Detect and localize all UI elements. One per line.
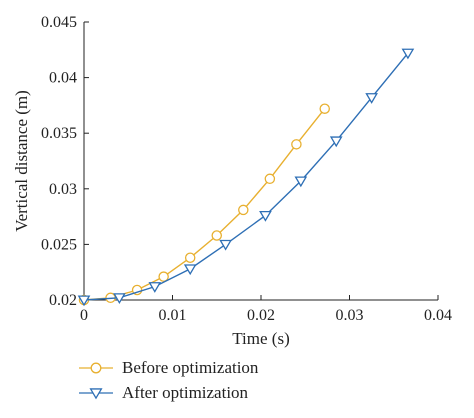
y-tick-label: 0.045 <box>41 14 77 31</box>
data-point <box>401 48 415 60</box>
x-tick-label: 0.01 <box>159 307 187 324</box>
y-tick-label: 0.02 <box>49 292 77 309</box>
y-tick-label: 0.035 <box>41 125 77 142</box>
legend-marker-after <box>89 388 103 400</box>
legend-marker-before <box>90 362 102 374</box>
legend-label-after: After optimization <box>122 383 249 402</box>
x-axis-title: Time (s) <box>232 329 289 348</box>
x-tick-label: 0.02 <box>247 307 275 324</box>
series-line <box>83 108 326 301</box>
legend: Before optimization After optimization <box>79 358 259 402</box>
plot-area: 0 0.01 0.02 0.03 0.04 0.02 0.025 0.03 0.035 0.04… <box>41 14 452 324</box>
data-point <box>77 295 91 307</box>
data-point <box>184 252 196 263</box>
data-point <box>113 293 126 304</box>
x-tick-label: 0.04 <box>424 307 452 324</box>
y-ticks: 0.02 0.025 0.03 0.035 0.04 0.045 <box>41 14 89 309</box>
data-point <box>264 173 276 185</box>
data-point <box>183 264 197 276</box>
data-point <box>148 282 162 293</box>
data-point <box>211 230 222 241</box>
y-tick-label: 0.04 <box>49 70 77 87</box>
data-point <box>319 103 330 114</box>
series-layer <box>77 48 415 307</box>
y-tick-label: 0.025 <box>41 236 77 253</box>
y-axis-title: Vertical distance (m) <box>12 90 31 232</box>
x-ticks: 0 0.01 0.02 0.03 0.04 <box>80 295 452 324</box>
legend-label-before: Before optimization <box>122 358 259 377</box>
data-point <box>365 93 378 104</box>
series-after <box>77 48 415 307</box>
series-line <box>83 52 409 301</box>
data-point <box>294 176 308 188</box>
x-tick-label: 0.03 <box>336 307 364 324</box>
data-point <box>219 239 232 251</box>
x-tick-label: 0 <box>80 307 88 324</box>
legend-item-after: After optimization <box>79 383 249 402</box>
data-point <box>329 136 343 148</box>
data-point <box>291 139 302 150</box>
series-before <box>78 103 330 306</box>
y-tick-label: 0.03 <box>49 181 77 198</box>
data-point <box>259 210 272 222</box>
data-point <box>158 271 169 282</box>
data-point <box>238 204 249 216</box>
legend-item-before: Before optimization <box>79 358 259 377</box>
